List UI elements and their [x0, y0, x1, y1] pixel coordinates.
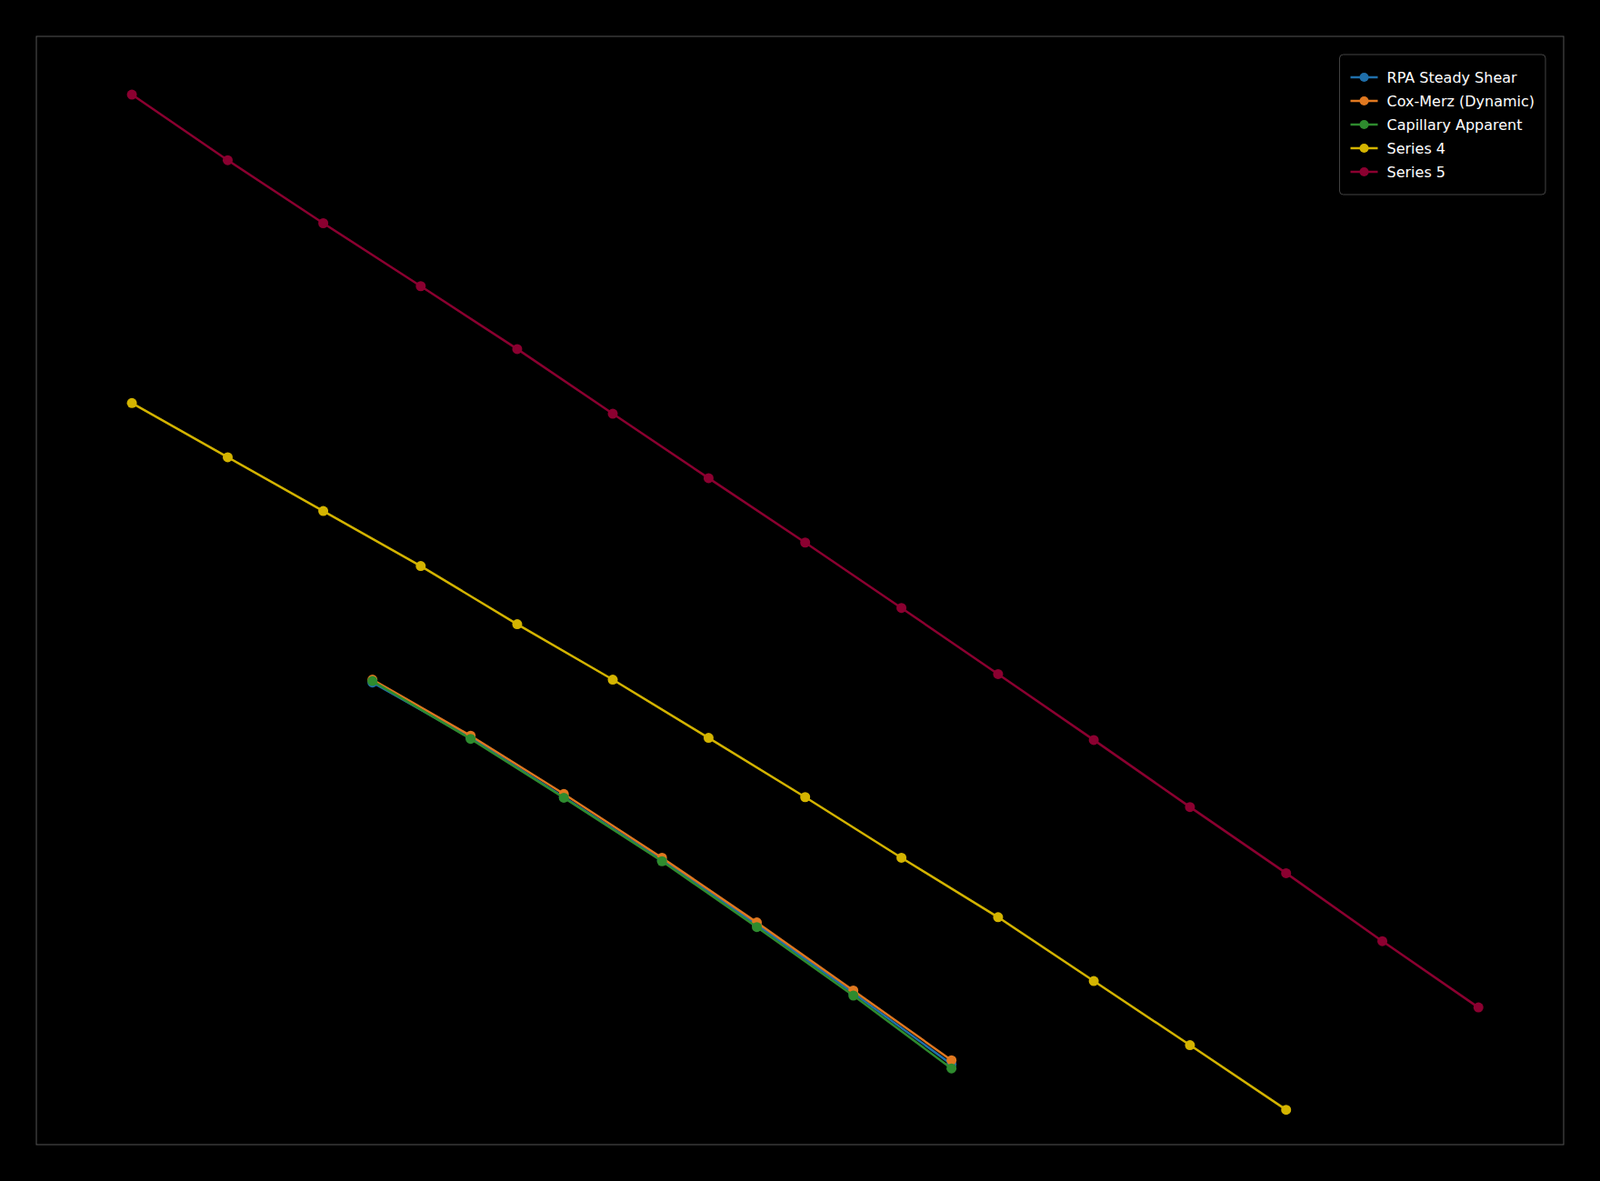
- data-point: [848, 990, 859, 1000]
- data-point: [703, 732, 714, 743]
- data-point: [127, 398, 138, 409]
- legend-label: Series 5: [1387, 163, 1446, 181]
- plot-frame: [36, 36, 1564, 1145]
- legend-marker: [1360, 143, 1370, 153]
- data-point: [511, 619, 522, 630]
- series-line: [131, 94, 1479, 1008]
- data-point: [800, 537, 810, 548]
- data-point: [318, 218, 329, 229]
- data-point: [318, 506, 329, 517]
- data-point: [1089, 734, 1100, 745]
- data-point: [559, 792, 570, 803]
- legend-marker: [1360, 120, 1370, 130]
- data-point: [415, 560, 426, 571]
- background: [0, 0, 1600, 1181]
- data-point: [367, 676, 378, 687]
- data-point: [1184, 801, 1195, 812]
- data-point: [992, 911, 1003, 922]
- series-line: [372, 682, 952, 1065]
- legend-box: [1340, 54, 1546, 195]
- legend-label: Capillary Apparent: [1387, 116, 1523, 134]
- legend-label: Series 4: [1387, 140, 1446, 158]
- data-point: [415, 280, 426, 291]
- data-point: [1280, 868, 1291, 879]
- legend-marker: [1360, 167, 1370, 177]
- data-point: [1280, 1104, 1291, 1115]
- legend: RPA Steady Shear Cox-Merz (Dynamic) Capill…: [1340, 54, 1546, 195]
- series-line: [131, 402, 1287, 1110]
- data-point: [946, 1063, 957, 1074]
- legend-marker: [1360, 72, 1370, 82]
- data-point: [896, 602, 907, 613]
- chart-container: RPA Steady Shear Cox-Merz (Dynamic) Capill…: [0, 0, 1600, 1181]
- data-point: [992, 669, 1003, 680]
- data-point: [222, 451, 233, 462]
- data-point: [657, 856, 668, 867]
- data-point: [608, 409, 619, 420]
- legend-label: RPA Steady Shear: [1387, 69, 1519, 87]
- chart-svg: RPA Steady Shear Cox-Merz (Dynamic) Capill…: [0, 0, 1600, 1181]
- data-point: [1089, 976, 1100, 987]
- data-point: [127, 90, 138, 100]
- series-line: [372, 680, 952, 1069]
- data-point: [1377, 936, 1388, 947]
- legend-label: Cox-Merz (Dynamic): [1387, 92, 1535, 110]
- data-point: [222, 155, 233, 166]
- data-point: [896, 852, 907, 863]
- data-point: [1184, 1040, 1195, 1050]
- data-point: [751, 921, 762, 932]
- data-point: [703, 472, 714, 483]
- data-point: [511, 343, 522, 354]
- data-point: [465, 733, 476, 744]
- plot-area: [127, 90, 1484, 1116]
- data-point: [1473, 1002, 1484, 1013]
- data-point: [800, 791, 810, 802]
- data-point: [608, 674, 619, 685]
- legend-marker: [1360, 96, 1370, 106]
